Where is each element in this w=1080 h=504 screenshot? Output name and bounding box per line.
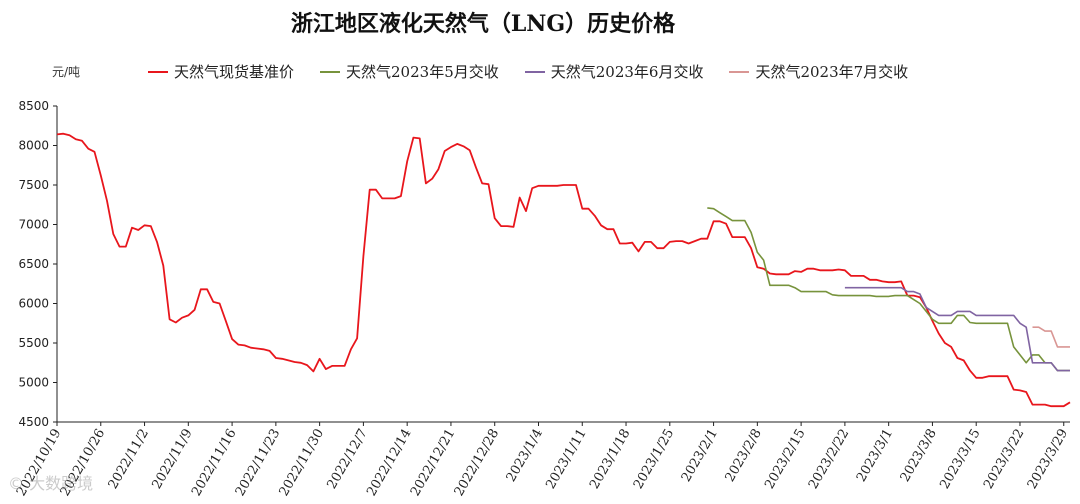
legend: 天然气现货基准价 天然气2023年5月交收 天然气2023年6月交收 天然气20… [148,61,908,82]
x-tick-label: 2022/12/7 [325,427,371,492]
legend-swatch-spot [148,70,168,73]
x-tick-label: 2023/1/11 [543,427,589,492]
y-tick-label: 8000 [18,139,49,153]
legend-swatch-july [729,70,750,73]
legend-swatch-may [320,70,341,73]
y-tick-label: 7000 [18,218,49,232]
x-tick-label: 2023/2/22 [806,427,852,492]
x-tick-label: 2022/12/14 [364,427,414,499]
x-tick-label: 2022/12/28 [452,427,502,499]
x-tick-label: 2022/11/30 [277,427,327,499]
legend-label-spot: 天然气现货基准价 [174,63,295,81]
x-tick-label: 2022/11/16 [189,427,239,499]
series-line-june [844,286,1070,372]
legend-item-june[interactable]: 天然气2023年6月交收 [524,61,704,82]
x-tick-label: 2023/2/15 [762,427,808,492]
x-tick-label: 2023/1/18 [587,427,633,492]
legend-item-july[interactable]: 天然气2023年7月交收 [729,61,908,82]
x-tick-label: 2023/1/25 [631,427,677,492]
chart-title: 浙江地区液化天然气（LNG）历史价格 [290,11,676,37]
x-tick-label: 2023/3/8 [898,427,940,485]
y-axis-unit-label: 元/吨 [52,65,81,79]
x-tick-label: 2022/11/23 [233,427,283,499]
y-tick-label: 4500 [18,415,49,429]
y-tick-label: 6500 [18,257,49,271]
y-tick-label: 6000 [18,297,49,311]
y-tick-label: 8500 [18,99,49,113]
watermark: © 大数跨境 [8,474,94,493]
x-tick-label: 2022/11/9 [149,427,195,492]
x-tick-label: 2023/3/1 [854,427,896,485]
x-tick-label: 2023/3/15 [937,426,983,491]
legend-label-may: 天然气2023年5月交收 [346,63,499,81]
y-tick-label: 7500 [18,178,49,192]
x-tick-label: 2023/1/4 [504,427,546,485]
x-tick-label: 2022/11/2 [106,427,152,492]
x-tick-label: 2023/3/22 [981,427,1027,492]
legend-label-june: 天然气2023年6月交收 [550,63,704,81]
legend-item-may[interactable]: 天然气2023年5月交收 [320,61,499,82]
legend-label-july: 天然气2023年7月交收 [755,63,909,81]
y-tick-label: 5500 [18,336,49,350]
y-tick-label: 5000 [18,376,49,390]
x-tick-label: 2023/2/8 [723,427,765,485]
legend-item-spot[interactable]: 天然气现货基准价 [148,61,294,82]
x-tick-label: 2023/3/29 [1025,427,1071,492]
series-line-may [707,207,1070,372]
series-line-spot [56,132,1071,408]
x-tick-label: 2022/12/21 [408,427,458,499]
series-line-july [1032,326,1070,348]
legend-swatch-june [524,70,545,73]
x-tick-label: 2023/2/1 [679,427,721,485]
